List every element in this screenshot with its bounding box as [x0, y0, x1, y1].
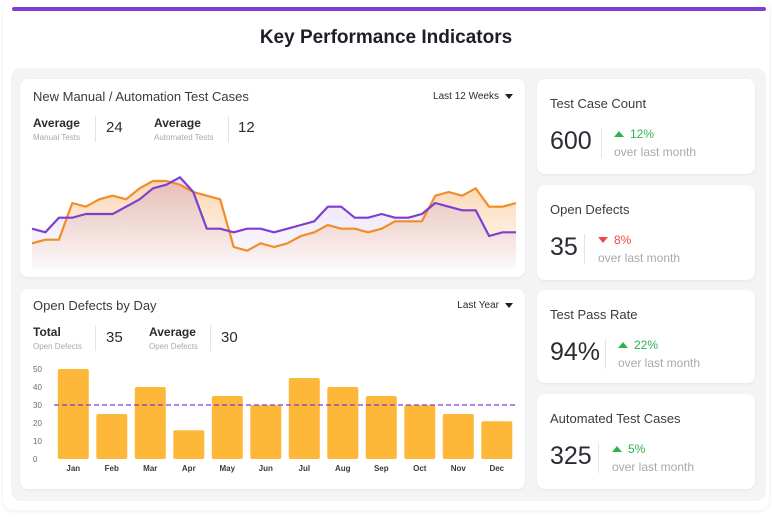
x-tick-label: Feb: [105, 464, 119, 473]
open-defects-bar-chart: 0 10 20 30 40 50 Jan Feb Mar Apr May Jun Jul Aug Sep Oc…: [33, 365, 516, 473]
kpi-change-value: 5%: [628, 442, 646, 456]
kpi-value: 35: [550, 233, 578, 261]
kpi-change: 22%: [618, 338, 658, 352]
kpi-note: over last month: [612, 460, 695, 474]
page-title: Key Performance Indicators: [259, 27, 513, 48]
divider: [598, 443, 599, 473]
bar-nov: [442, 414, 474, 459]
kpi-change: 8%: [598, 233, 631, 247]
y-tick-label: 30: [33, 401, 42, 410]
y-tick-label: 50: [33, 365, 42, 374]
open-defects-title: Open Defects by Day: [33, 298, 157, 313]
kpi-note: over last month: [618, 356, 701, 370]
x-tick-label: Jan: [66, 464, 80, 473]
manual-average-sub: Manual Tests: [33, 133, 80, 142]
y-tick-label: 10: [33, 437, 42, 446]
y-tick-label: 20: [33, 419, 42, 428]
kpi-card-open-defects: Open Defects 35 8% over last month: [537, 185, 755, 280]
manual-average-label: Average: [33, 116, 80, 130]
x-tick-label: Sep: [374, 464, 389, 473]
divider: [95, 116, 96, 142]
divider: [228, 116, 229, 142]
kpi-change-value: 22%: [634, 338, 659, 352]
kpi-note: over last month: [614, 145, 697, 159]
bar-mar: [134, 387, 166, 459]
kpi-card-automated-test-cases: Automated Test Cases 325 5% over last mo…: [537, 394, 755, 489]
kpi-value: 600: [550, 127, 592, 155]
test-cases-title: New Manual / Automation Test Cases: [33, 89, 249, 104]
x-tick-label: Apr: [182, 464, 196, 473]
average-defects-sub: Open Defects: [149, 342, 198, 351]
test-cases-line-chart: [31, 176, 517, 269]
total-defects-sub: Open Defects: [33, 342, 82, 351]
open-defects-period-dropdown[interactable]: Last Year: [457, 300, 513, 311]
bar-dec: [481, 421, 513, 459]
open-defects-period-label: Last Year: [457, 300, 499, 311]
x-tick-label: Oct: [413, 464, 427, 473]
bar-may: [211, 396, 243, 459]
kpi-card-test-case-count: Test Case Count 600 12% over last month: [537, 79, 755, 174]
chevron-down-icon: [505, 303, 513, 308]
kpi-value: 94%: [550, 338, 601, 366]
kpi-title: Test Case Count: [550, 96, 647, 111]
kpi-title: Open Defects: [550, 202, 630, 217]
x-tick-label: Jul: [299, 464, 311, 473]
kpi-title: Automated Test Cases: [550, 411, 681, 426]
y-tick-label: 0: [33, 455, 38, 464]
series-line-manual: [31, 179, 517, 252]
x-tick-label: Jun: [259, 464, 273, 473]
average-defects-value: 30: [221, 329, 238, 346]
total-defects-label: Total: [33, 325, 61, 339]
series-line-automation: [31, 176, 516, 238]
automated-average-sub: Automated Tests: [154, 133, 214, 142]
manual-average-value: 24: [106, 119, 123, 136]
bar-feb: [96, 414, 128, 459]
arrow-up-icon: [614, 131, 624, 137]
kpi-change-value: 8%: [614, 233, 632, 247]
bar-aug: [327, 387, 359, 459]
bar-jan: [57, 369, 89, 459]
divider: [584, 234, 585, 264]
x-tick-label: May: [220, 464, 236, 473]
total-defects-value: 35: [106, 329, 123, 346]
arrow-up-icon: [618, 342, 628, 348]
test-cases-period-dropdown[interactable]: Last 12 Weeks: [433, 91, 513, 102]
x-tick-label: Nov: [451, 464, 467, 473]
kpi-value: 325: [550, 442, 592, 470]
divider: [605, 339, 606, 369]
open-defects-card: Open Defects by Day Last Year Total Open…: [20, 289, 525, 489]
kpi-card-test-pass-rate: Test Pass Rate 94% 22% over last month: [537, 290, 755, 383]
automated-average-label: Average: [154, 116, 201, 130]
divider: [95, 325, 96, 351]
divider: [601, 128, 602, 158]
kpi-change: 5%: [612, 442, 645, 456]
bar-jun: [250, 405, 282, 459]
accent-bar: [12, 7, 766, 11]
divider: [210, 325, 211, 351]
arrow-up-icon: [612, 446, 622, 452]
x-tick-label: Aug: [335, 464, 351, 473]
bar-apr: [173, 430, 205, 459]
kpi-change-value: 12%: [630, 127, 655, 141]
series-area-automation: [32, 177, 516, 269]
test-cases-card: New Manual / Automation Test Cases Last …: [20, 79, 525, 277]
kpi-note: over last month: [598, 251, 681, 265]
kpi-title: Test Pass Rate: [550, 307, 638, 322]
automated-average-value: 12: [238, 119, 255, 136]
y-tick-label: 40: [33, 383, 42, 392]
test-cases-period-label: Last 12 Weeks: [433, 91, 499, 102]
x-tick-label: Mar: [143, 464, 157, 473]
bar-jul: [288, 378, 320, 459]
content-panel: New Manual / Automation Test Cases Last …: [11, 68, 766, 501]
chevron-down-icon: [505, 94, 513, 99]
bar-sep: [365, 396, 397, 459]
x-tick-label: Dec: [489, 464, 504, 473]
kpi-change: 12%: [614, 127, 654, 141]
bar-oct: [404, 405, 436, 459]
average-defects-label: Average: [149, 325, 196, 339]
arrow-down-icon: [598, 237, 608, 243]
